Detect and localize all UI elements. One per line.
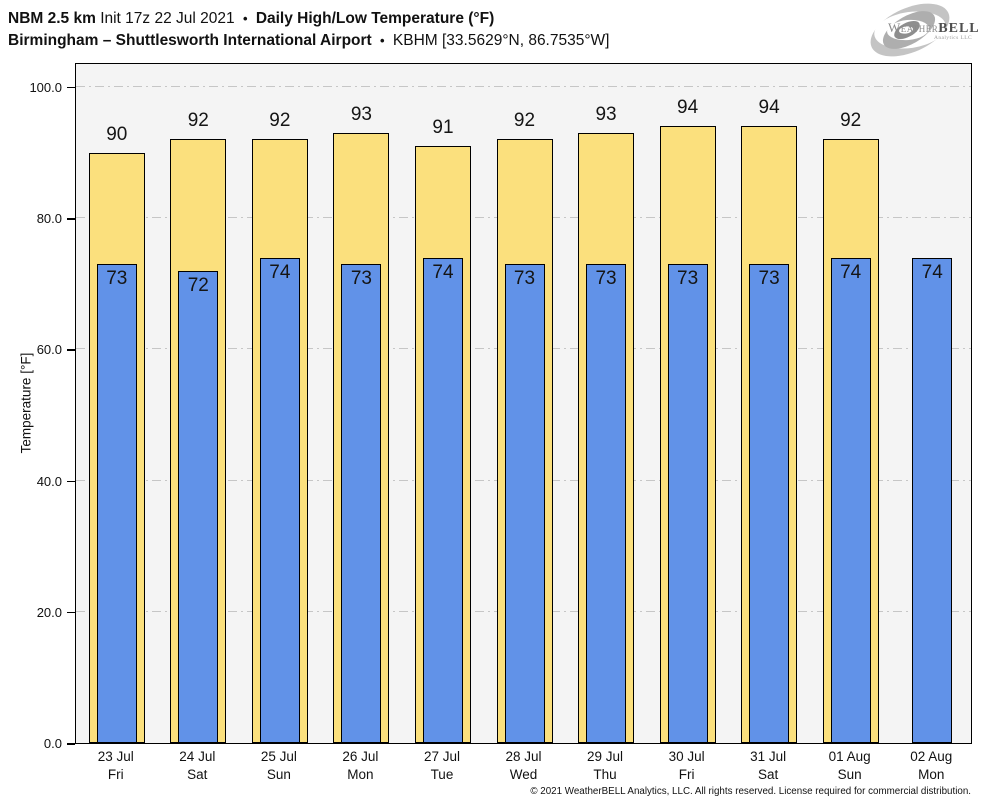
y-axis-title: Temperature [°F] [18, 352, 34, 454]
x-tick-day: Fri [678, 766, 695, 782]
low-value-label: 73 [513, 268, 536, 290]
low-bar [422, 257, 463, 743]
low-value-label: 74 [432, 261, 454, 283]
low-bar [749, 264, 790, 743]
x-tick-date: 30 Jul [668, 749, 705, 764]
low-bar [341, 264, 382, 743]
x-tick-date: 29 Jul [587, 749, 624, 764]
y-tick-mark [67, 743, 75, 745]
x-tick-label: 25 Jul Sun [234, 748, 324, 783]
high-value-label: 93 [595, 103, 617, 125]
x-tick-day: Sun [837, 766, 862, 782]
model-name: NBM 2.5 km [8, 10, 96, 27]
low-bar [178, 270, 219, 743]
init-time: Init 17z 22 Jul 2021 [100, 10, 235, 27]
logo-weather-text: Weather [888, 20, 939, 35]
x-tick-date: 25 Jul [260, 749, 297, 764]
x-tick-date: 23 Jul [97, 749, 134, 764]
x-tick-day: Tue [430, 766, 454, 782]
x-tick-label: 26 Jul Mon [315, 748, 405, 783]
y-tick-label: 0.0 [43, 736, 62, 751]
logo-bell-text: BELL [938, 21, 980, 36]
x-tick-day: Wed [509, 766, 538, 782]
chart-subtitle-line: Birmingham – Shuttlesworth International… [8, 31, 609, 51]
y-tick-mark [67, 86, 75, 89]
y-tick-label: 100.0 [29, 79, 62, 95]
weatherbell-logo: WeatherBELL Analytics LLC [860, 2, 980, 58]
y-tick-label: 80.0 [36, 211, 62, 227]
x-tick-label: 27 Jul Tue [397, 748, 487, 783]
high-value-label: 92 [187, 110, 209, 132]
copyright-notice: © 2021 WeatherBELL Analytics, LLC. All r… [530, 786, 971, 797]
low-bar [912, 257, 953, 743]
low-value-label: 73 [106, 268, 128, 290]
low-value-label: 73 [595, 268, 617, 290]
y-tick-label: 60.0 [36, 342, 62, 358]
x-tick-label: 28 Jul Wed [479, 748, 569, 783]
low-bar [586, 264, 627, 743]
low-bar [504, 264, 545, 743]
y-tick-mark [67, 218, 75, 220]
x-tick-label: 24 Jul Sat [152, 748, 242, 783]
low-value-label: 73 [677, 268, 699, 290]
low-bar [830, 257, 871, 743]
x-tick-day: Sat [757, 766, 779, 782]
plot-area: 90 73 92 72 92 74 93 73 91 74 92 73 93 73 94 73 94 73 92 74… [75, 63, 972, 744]
low-value-label: 73 [350, 268, 372, 290]
y-tick-label: 20.0 [36, 604, 62, 620]
y-tick-mark [67, 349, 75, 351]
x-tick-date: 01 Aug [828, 749, 871, 764]
x-tick-label: 01 Aug Sun [805, 748, 895, 783]
chart-title-line: NBM 2.5 km Init 17z 22 Jul 2021 • Daily … [8, 9, 494, 29]
x-tick-label: 31 Jul Sat [723, 748, 813, 783]
y-tick-label: 40.0 [36, 473, 62, 489]
high-value-label: 90 [106, 123, 128, 145]
high-value-label: 93 [350, 103, 372, 125]
logo-wordmark: WeatherBELL [888, 19, 980, 37]
x-tick-label: 29 Jul Thu [560, 748, 650, 783]
high-value-label: 91 [432, 116, 454, 138]
low-bar [259, 257, 300, 743]
x-tick-label: 23 Jul Fri [71, 748, 161, 783]
horizontal-gridline [76, 85, 971, 87]
low-value-label: 74 [840, 261, 862, 283]
title-separator-dot: • [242, 11, 248, 26]
low-bar [667, 264, 708, 743]
x-tick-day: Thu [593, 766, 617, 782]
parameter-title: Daily High/Low Temperature (°F) [255, 10, 495, 27]
x-tick-day: Mon [918, 766, 945, 782]
x-tick-date: 28 Jul [505, 749, 542, 764]
x-tick-day: Sun [266, 766, 291, 782]
y-tick-mark [67, 611, 75, 614]
low-value-label: 72 [187, 274, 209, 296]
x-tick-date: 24 Jul [179, 749, 216, 764]
low-bar [96, 264, 137, 743]
subtitle-separator-dot: • [380, 33, 385, 48]
x-tick-label: 30 Jul Fri [642, 748, 732, 783]
y-tick-mark [67, 480, 75, 483]
high-value-label: 92 [840, 110, 862, 132]
low-value-label: 74 [921, 261, 943, 283]
station-name: Birmingham – Shuttlesworth International… [8, 32, 372, 49]
high-value-label: 94 [758, 97, 780, 119]
x-tick-day: Fri [107, 766, 124, 782]
station-id-coordinates: KBHM [33.5629°N, 86.7535°W] [392, 32, 610, 49]
x-tick-date: 26 Jul [342, 749, 379, 764]
low-value-label: 74 [269, 261, 291, 283]
high-value-label: 92 [269, 110, 291, 132]
hurricane-swirl-icon [870, 3, 950, 57]
x-tick-day: Sat [187, 766, 208, 782]
high-value-label: 92 [513, 110, 536, 132]
x-tick-date: 31 Jul [750, 749, 787, 764]
x-tick-date: 02 Aug [910, 749, 953, 764]
low-value-label: 73 [758, 268, 780, 290]
high-value-label: 94 [677, 97, 699, 119]
x-tick-label: 02 Aug Mon [886, 748, 976, 783]
x-tick-date: 27 Jul [423, 749, 460, 764]
x-tick-day: Mon [347, 766, 374, 782]
logo-analytics-text: Analytics LLC [934, 35, 973, 41]
